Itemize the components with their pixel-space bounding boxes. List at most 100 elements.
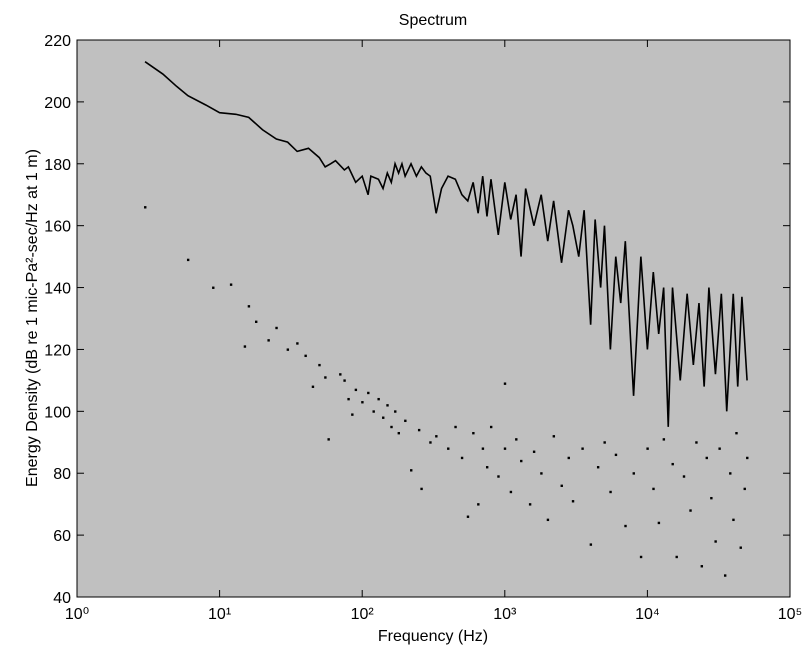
scatter-point bbox=[390, 425, 393, 429]
scatter-point bbox=[624, 524, 627, 528]
scatter-point bbox=[671, 462, 674, 466]
y-tick-label: 200 bbox=[44, 95, 71, 112]
scatter-point bbox=[735, 431, 738, 435]
x-tick-label: 10¹ bbox=[208, 606, 231, 623]
scatter-point bbox=[429, 441, 432, 444]
scatter-point bbox=[503, 447, 507, 450]
chart-title: Spectrum bbox=[399, 12, 467, 29]
scatter-point bbox=[361, 401, 364, 404]
scatter-point bbox=[515, 438, 518, 441]
scatter-point bbox=[743, 487, 746, 491]
scatter-point bbox=[675, 555, 678, 559]
scatter-point bbox=[718, 447, 721, 450]
scatter-point bbox=[296, 342, 299, 345]
scatter-point bbox=[732, 518, 735, 522]
scatter-point bbox=[603, 441, 606, 444]
scatter-point bbox=[394, 410, 397, 413]
scatter-point bbox=[435, 435, 438, 438]
scatter-point bbox=[404, 419, 407, 423]
x-axis-label: Frequency (Hz) bbox=[378, 628, 488, 645]
scatter-point bbox=[377, 397, 380, 401]
scatter-point bbox=[243, 345, 247, 348]
scatter-point bbox=[311, 385, 315, 388]
scatter-point bbox=[327, 438, 330, 441]
scatter-point bbox=[695, 441, 698, 444]
scatter-point bbox=[662, 438, 666, 441]
scatter-point bbox=[417, 428, 421, 432]
scatter-point bbox=[275, 326, 278, 330]
scatter-point bbox=[420, 487, 423, 491]
scatter-point bbox=[652, 487, 655, 491]
scatter-point bbox=[700, 565, 704, 568]
scatter-point bbox=[304, 354, 307, 358]
scatter-point bbox=[447, 447, 450, 450]
scatter-point bbox=[477, 503, 480, 506]
y-tick-label: 60 bbox=[53, 528, 71, 545]
scatter-point bbox=[714, 540, 717, 543]
scatter-point bbox=[632, 472, 635, 475]
scatter-point bbox=[343, 379, 346, 382]
scatter-point bbox=[746, 456, 749, 460]
y-tick-label: 160 bbox=[44, 219, 71, 236]
scatter-point bbox=[589, 543, 593, 546]
plot-area bbox=[77, 40, 790, 597]
scatter-point bbox=[609, 490, 612, 494]
scatter-point bbox=[212, 286, 215, 289]
y-tick-label: 40 bbox=[53, 590, 71, 607]
scatter-point bbox=[560, 484, 563, 487]
scatter-point bbox=[646, 447, 649, 450]
scatter-point bbox=[454, 425, 457, 429]
plot-frame bbox=[76, 39, 791, 598]
scatter-point bbox=[528, 503, 532, 506]
scatter-point bbox=[682, 475, 686, 478]
scatter-point bbox=[351, 413, 354, 416]
y-tick-label: 120 bbox=[44, 342, 71, 359]
scatter-point bbox=[347, 397, 350, 401]
y-tick-label: 140 bbox=[44, 281, 71, 298]
scatter-point bbox=[229, 283, 233, 286]
scatter-point bbox=[339, 373, 342, 376]
scatter-point bbox=[729, 472, 732, 475]
scatter-point bbox=[739, 546, 742, 549]
y-axis-label: Energy Density (dB re 1 mic-Pa²-sec/Hz a… bbox=[24, 149, 41, 487]
scatter-point bbox=[497, 475, 500, 478]
scatter-point bbox=[286, 348, 290, 351]
x-tick-label: 10⁰ bbox=[65, 606, 89, 623]
x-tick-label: 10³ bbox=[493, 606, 517, 623]
scatter-point bbox=[186, 258, 190, 262]
scatter-point bbox=[540, 472, 543, 475]
scatter-point bbox=[460, 456, 464, 460]
scatter-point bbox=[567, 456, 570, 460]
scatter-point bbox=[466, 515, 470, 518]
scatter-point bbox=[144, 206, 147, 209]
spectrum-line bbox=[144, 61, 748, 427]
scatter-point bbox=[581, 447, 584, 450]
y-tick-label: 220 bbox=[44, 33, 71, 50]
x-tick-label: 10⁵ bbox=[778, 606, 802, 623]
scatter-point bbox=[614, 453, 618, 457]
scatter-point bbox=[689, 509, 692, 512]
scatter-point bbox=[710, 496, 713, 500]
scatter-point bbox=[410, 469, 413, 472]
scatter-point bbox=[324, 376, 327, 379]
scatter-point bbox=[354, 388, 358, 392]
scatter-point bbox=[267, 339, 270, 342]
scatter-point bbox=[503, 382, 507, 385]
scatter-point bbox=[485, 466, 489, 469]
scatter-point bbox=[386, 404, 389, 407]
x-tick-label: 10² bbox=[351, 606, 375, 623]
scatter-point bbox=[489, 425, 493, 429]
scatter-point bbox=[723, 574, 727, 577]
y-tick-label: 100 bbox=[44, 404, 71, 421]
scatter-point bbox=[657, 521, 661, 525]
scatter-point bbox=[596, 466, 600, 469]
scatter-point bbox=[705, 456, 708, 460]
scatter-point bbox=[372, 410, 375, 413]
scatter-point bbox=[639, 555, 643, 559]
y-tick-label: 80 bbox=[53, 466, 71, 483]
scatter-point bbox=[532, 450, 536, 453]
x-tick-label: 10⁴ bbox=[635, 606, 660, 623]
scatter-point bbox=[247, 305, 251, 308]
scatter-point bbox=[318, 363, 321, 367]
